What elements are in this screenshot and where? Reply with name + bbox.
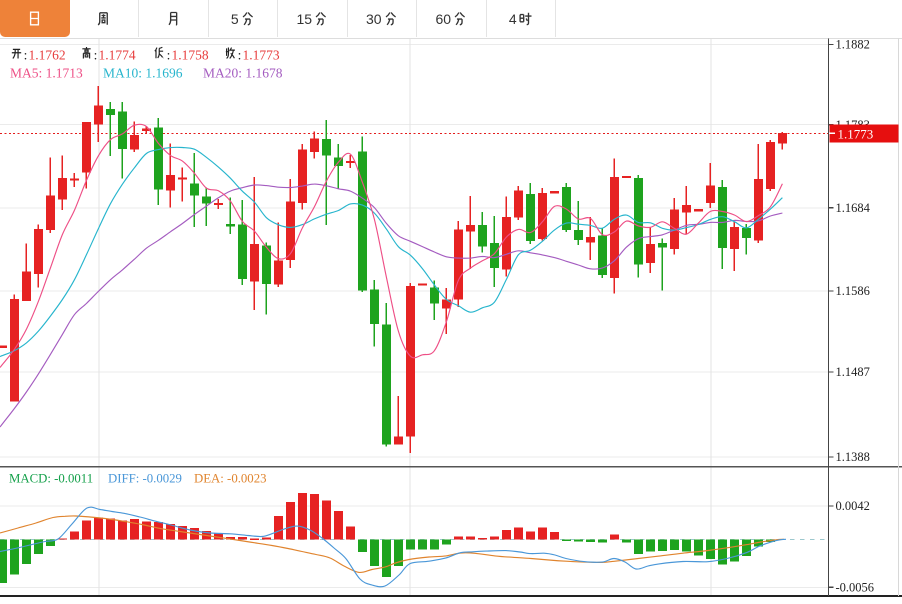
svg-text:1.1684: 1.1684 bbox=[836, 201, 871, 215]
svg-text:1.1586: 1.1586 bbox=[836, 284, 870, 298]
svg-text:MA10: 1.1696: MA10: 1.1696 bbox=[103, 66, 183, 81]
svg-text::: : bbox=[24, 48, 28, 63]
svg-text:DIFF: -0.0029: DIFF: -0.0029 bbox=[108, 472, 182, 486]
svg-text:1.1774: 1.1774 bbox=[99, 48, 136, 63]
svg-text:0.0042: 0.0042 bbox=[836, 499, 870, 513]
svg-text::: : bbox=[238, 48, 242, 63]
svg-text:1.1773: 1.1773 bbox=[838, 126, 874, 141]
svg-text:DEA: -0.0023: DEA: -0.0023 bbox=[194, 472, 267, 486]
svg-text::: : bbox=[94, 48, 98, 63]
svg-text:1.1762: 1.1762 bbox=[29, 48, 66, 63]
svg-text:MA5: 1.1713: MA5: 1.1713 bbox=[10, 66, 83, 81]
svg-text:1.1487: 1.1487 bbox=[836, 365, 870, 379]
svg-text:MACD: -0.0011: MACD: -0.0011 bbox=[9, 472, 93, 486]
svg-text:1.1758: 1.1758 bbox=[172, 48, 209, 63]
svg-text::: : bbox=[167, 48, 171, 63]
svg-text:1.1388: 1.1388 bbox=[836, 450, 870, 464]
svg-text:1.1882: 1.1882 bbox=[836, 38, 870, 52]
svg-text:1.1773: 1.1773 bbox=[243, 48, 280, 63]
svg-text:-0.0056: -0.0056 bbox=[836, 581, 875, 595]
svg-text:MA20: 1.1678: MA20: 1.1678 bbox=[203, 66, 283, 81]
